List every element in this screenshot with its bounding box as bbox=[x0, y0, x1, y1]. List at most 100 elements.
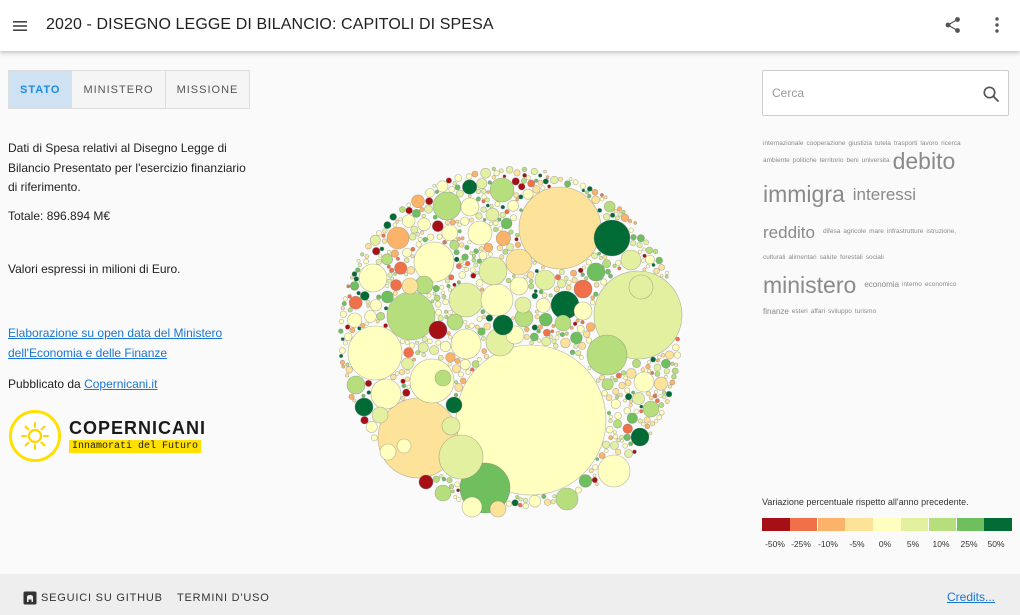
bubble[interactable] bbox=[404, 272, 409, 277]
bubble[interactable] bbox=[430, 299, 435, 304]
bubble[interactable] bbox=[636, 234, 645, 243]
bubble[interactable] bbox=[585, 190, 590, 195]
bubble[interactable] bbox=[569, 349, 576, 356]
bubble[interactable] bbox=[547, 184, 552, 189]
bubble[interactable] bbox=[580, 272, 585, 277]
bubble[interactable] bbox=[434, 189, 439, 194]
bubble[interactable] bbox=[661, 358, 671, 369]
bubble[interactable] bbox=[350, 275, 354, 280]
bubble[interactable] bbox=[468, 322, 475, 329]
bubble[interactable] bbox=[524, 326, 530, 333]
bubble[interactable] bbox=[454, 357, 461, 364]
bubble[interactable] bbox=[370, 378, 402, 410]
bubble[interactable] bbox=[382, 228, 388, 234]
bubble[interactable] bbox=[642, 253, 647, 258]
bubble[interactable] bbox=[581, 265, 586, 270]
bubble[interactable] bbox=[498, 226, 503, 231]
bubble[interactable] bbox=[598, 256, 603, 261]
bubble[interactable] bbox=[575, 318, 580, 323]
bubble[interactable] bbox=[664, 374, 668, 379]
bubble[interactable] bbox=[453, 392, 459, 398]
bubble[interactable] bbox=[436, 233, 443, 240]
bubble[interactable] bbox=[588, 468, 594, 474]
tag-interessi[interactable]: interessi bbox=[852, 184, 917, 204]
bubble[interactable] bbox=[518, 186, 602, 270]
bubble[interactable] bbox=[354, 397, 374, 417]
bubble[interactable] bbox=[663, 368, 670, 375]
bubble[interactable] bbox=[595, 482, 599, 486]
bubble[interactable] bbox=[628, 218, 633, 224]
bubble[interactable] bbox=[341, 364, 346, 369]
bubble[interactable] bbox=[480, 309, 486, 314]
bubble[interactable] bbox=[456, 236, 461, 242]
bubble[interactable] bbox=[669, 379, 676, 386]
bubble[interactable] bbox=[493, 220, 499, 226]
bubble[interactable] bbox=[540, 265, 545, 270]
bubble[interactable] bbox=[672, 343, 680, 352]
bubble[interactable] bbox=[658, 264, 666, 271]
bubble[interactable] bbox=[599, 196, 605, 202]
bubble[interactable] bbox=[586, 186, 593, 192]
bubble[interactable] bbox=[608, 414, 613, 419]
bubble[interactable] bbox=[555, 330, 561, 336]
bubble[interactable] bbox=[338, 318, 345, 325]
bubble[interactable] bbox=[452, 282, 457, 287]
bubble[interactable] bbox=[614, 394, 620, 400]
bubble[interactable] bbox=[417, 236, 423, 242]
bubble[interactable] bbox=[565, 284, 572, 291]
bubble[interactable] bbox=[359, 291, 370, 301]
bubble[interactable] bbox=[425, 188, 435, 198]
bubble[interactable] bbox=[483, 322, 492, 331]
bubble[interactable] bbox=[513, 192, 519, 198]
bubble[interactable] bbox=[415, 232, 421, 237]
bubble[interactable] bbox=[539, 312, 553, 327]
bubble[interactable] bbox=[495, 230, 511, 246]
bubble[interactable] bbox=[647, 360, 651, 365]
bubble[interactable] bbox=[456, 280, 461, 285]
bubble[interactable] bbox=[642, 267, 647, 272]
bubble[interactable] bbox=[499, 168, 504, 173]
bubble[interactable] bbox=[650, 371, 655, 375]
bubble[interactable] bbox=[673, 351, 682, 359]
bubble[interactable] bbox=[480, 167, 491, 179]
bubble[interactable] bbox=[514, 237, 519, 242]
bubble[interactable] bbox=[487, 251, 493, 257]
bubble[interactable] bbox=[620, 213, 630, 223]
bubble[interactable] bbox=[360, 416, 369, 425]
bubble[interactable] bbox=[617, 266, 622, 271]
bubble[interactable] bbox=[595, 378, 601, 383]
bubble[interactable] bbox=[399, 338, 405, 344]
bubble[interactable] bbox=[378, 253, 383, 258]
bubble[interactable] bbox=[389, 267, 395, 273]
bubble[interactable] bbox=[496, 244, 503, 252]
bubble[interactable] bbox=[347, 312, 363, 328]
bubble[interactable] bbox=[508, 229, 514, 235]
bubble[interactable] bbox=[401, 357, 414, 371]
bubble[interactable] bbox=[534, 268, 539, 274]
bubble[interactable] bbox=[598, 452, 606, 459]
bubble[interactable] bbox=[538, 173, 543, 178]
bubble[interactable] bbox=[654, 371, 661, 377]
bubble[interactable] bbox=[628, 274, 654, 300]
bubble[interactable] bbox=[390, 276, 395, 281]
copernicani-logo[interactable]: COPERNICANI Innamorati del Futuro bbox=[9, 410, 209, 462]
bubble[interactable] bbox=[457, 222, 462, 227]
bubble[interactable] bbox=[499, 211, 506, 219]
bubble[interactable] bbox=[553, 343, 559, 349]
bubble[interactable] bbox=[366, 304, 371, 308]
bubble[interactable] bbox=[623, 433, 631, 442]
bubble[interactable] bbox=[485, 197, 490, 203]
bubble[interactable] bbox=[458, 271, 466, 279]
bubble[interactable] bbox=[342, 296, 348, 302]
bubble[interactable] bbox=[652, 393, 658, 399]
bubble[interactable] bbox=[339, 359, 346, 365]
bubble[interactable] bbox=[645, 246, 654, 255]
bubble[interactable] bbox=[658, 393, 663, 398]
bubble[interactable] bbox=[645, 363, 651, 370]
bubble[interactable] bbox=[480, 206, 487, 213]
bubble[interactable] bbox=[348, 393, 355, 400]
bubble[interactable] bbox=[671, 374, 677, 380]
bubble[interactable] bbox=[464, 324, 469, 329]
tag-cooperazione[interactable]: cooperazione bbox=[806, 140, 846, 148]
bubble[interactable] bbox=[492, 226, 499, 233]
